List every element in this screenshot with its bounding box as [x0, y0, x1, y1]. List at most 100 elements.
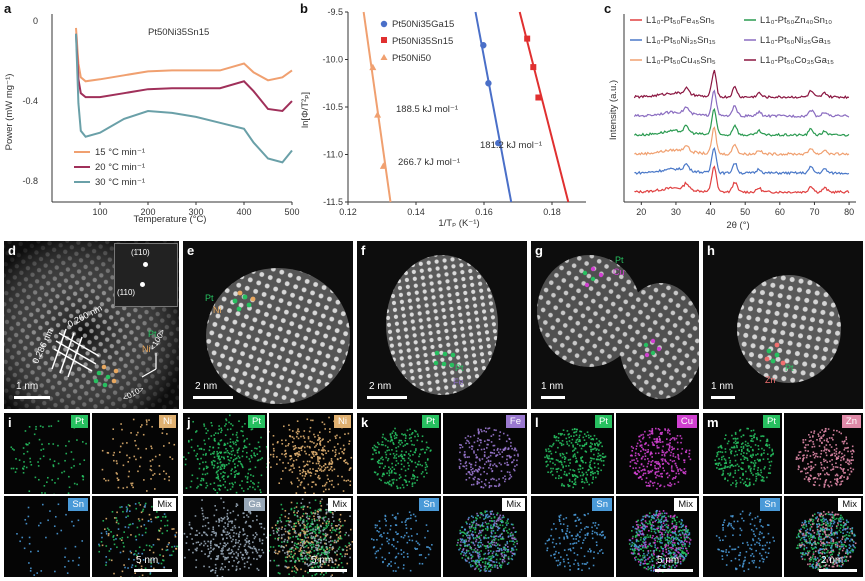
- panel-d-image: (1̄10) (110) d 0.260 nm 0.286 nm Pt Ni <…: [4, 241, 179, 409]
- panel-k-label: k: [361, 415, 369, 430]
- eds-m-scalebar: [819, 569, 857, 572]
- panel-m-label: m: [707, 415, 719, 430]
- eds-i-tile-mix: Mix 5 nm: [92, 496, 178, 577]
- eds-i-scalebar: [134, 569, 172, 572]
- b-xtick-label: 0.18: [543, 207, 561, 217]
- panel-e-label: e: [187, 243, 195, 258]
- c-xticks: 20 30 40 50 60 70 80: [636, 202, 854, 217]
- b-point: [485, 80, 492, 87]
- a-xticks: 100 200 300 400 500: [92, 202, 300, 217]
- b-ytick-label: -11.0: [323, 150, 343, 160]
- eds-l-scalebar: [655, 569, 693, 572]
- eds-k-tile-pt: Pt k: [357, 413, 441, 494]
- eds-k-tile-fe: Fe: [443, 413, 527, 494]
- eds-k-map-fe: [458, 427, 519, 489]
- f-scale-text: 2 nm: [369, 381, 392, 392]
- h-lattice: [737, 275, 841, 383]
- panel-g-image: g Pt Cu 1 nm: [531, 241, 699, 409]
- eds-m-tile-pt: Pt m: [703, 413, 782, 494]
- a-series-line-2: [75, 33, 293, 164]
- b-point: [530, 64, 537, 71]
- b-fit-line-0: [474, 11, 513, 203]
- eds-j-map-ni: [269, 416, 353, 494]
- panel-a-label: a: [4, 1, 12, 16]
- panel-d-label: d: [8, 243, 16, 258]
- eds-l-scale-text: 5 nm: [657, 555, 680, 566]
- eds-j-tile-ni: Ni: [269, 413, 353, 494]
- b-point: [535, 94, 542, 101]
- c-series-line-2: [634, 126, 850, 157]
- eds-l-badge-mix: Mix: [674, 498, 697, 511]
- eds-j-map-mix: [269, 498, 353, 577]
- a-axes: [51, 14, 292, 203]
- b-legend-1: Pt50Ni35Sn15: [392, 36, 453, 47]
- eds-i-map-sn: [16, 503, 84, 576]
- eds-i-tile-pt: Pt i: [4, 413, 90, 494]
- eds-i-map-pt: [10, 420, 87, 494]
- a-title: Pt50Ni35Sn15: [148, 27, 209, 38]
- b-ytick-label: -10.0: [322, 55, 343, 65]
- eds-m-tile-mix: Mix 2 nm: [784, 496, 863, 577]
- c-legend-4: L1₀-Pt₅₀Ni₃₅Ga₁₅: [760, 35, 831, 46]
- eds-l-badge-sn: Sn: [592, 498, 612, 511]
- panel-h-image: h Pt Zn 1 nm: [703, 241, 863, 409]
- eds-i-map-ni: [101, 418, 176, 492]
- eds-l-tile-mix: Mix 5 nm: [616, 496, 699, 577]
- b-xtick-label: 0.12: [339, 207, 357, 217]
- c-xtick-label: 20: [636, 207, 646, 217]
- c-xtick-label: 60: [775, 207, 785, 217]
- eds-k-badge-sn: Sn: [419, 498, 439, 511]
- eds-l-map-sn: [544, 512, 606, 571]
- eds-i-badge-ni: Ni: [159, 415, 176, 428]
- eds-j-map-ga: [183, 497, 267, 577]
- eds-k-map-sn: [370, 511, 433, 572]
- c-series-line-1: [634, 146, 850, 176]
- eds-j-tile-pt: Pt j: [183, 413, 267, 494]
- b-xtick-label: 0.16: [475, 207, 493, 217]
- eds-m-badge-mix: Mix: [838, 498, 861, 511]
- g-lattice: [537, 255, 699, 399]
- b-annot-1: 181.2 kJ mol⁻¹: [480, 140, 542, 151]
- h-el-zn: Zn: [765, 375, 776, 385]
- h-scale-text: 1 nm: [711, 381, 734, 392]
- eds-m-badge-sn: Sn: [760, 498, 780, 511]
- c-legend-2: L1₀-Pt₅₀Cu₄₅Sn₅: [646, 55, 716, 66]
- b-xtick-label: 0.14: [407, 207, 425, 217]
- eds-i-badge-mix: Mix: [153, 498, 176, 511]
- panel-f-label: f: [361, 243, 366, 258]
- eds-i-badge-pt: Pt: [71, 415, 88, 428]
- a-lines: [75, 27, 293, 164]
- eds-l-map-cu: [629, 427, 692, 490]
- eds-m-badge-zn: Zn: [841, 415, 861, 428]
- c-legend: L1₀-Pt₅₀Fe₄₅Sn₅ L1₀-Pt₅₀Ni₃₅Sn₁₅ L1₀-Pt₅…: [630, 15, 834, 66]
- eds-l-map-pt: [544, 428, 607, 489]
- panel-a-chart: a 0 -0.4 -0.8 Power (mW mg⁻¹) Temperatur…: [4, 1, 300, 225]
- b-ytick-label: -9.5: [327, 7, 343, 17]
- a-xtick-label: 300: [188, 207, 203, 217]
- a-series-line-0: [75, 27, 293, 83]
- eds-l-tile-cu: Cu: [616, 413, 699, 494]
- e-scalebar: [193, 396, 233, 399]
- d-fft-label-1: (1̄10): [131, 248, 150, 257]
- f-lattice: [386, 255, 498, 395]
- panel-c-chart: c Intensity (a.u.) 2θ (°) 20 30 40 50 60 70 80…: [604, 1, 856, 231]
- b-annot-0: 188.5 kJ mol⁻¹: [396, 104, 458, 115]
- a-ytick-0: 0: [33, 16, 38, 26]
- panel-h-label: h: [707, 243, 715, 258]
- c-legend-5: L1₀-Pt₅₀Co₃₅Ga₁₅: [760, 55, 834, 66]
- b-ytick-label: -10.5: [322, 102, 343, 112]
- d-scale-text: 1 nm: [16, 381, 39, 392]
- eds-m-scale-text: 2 nm: [821, 555, 844, 566]
- eds-k-map-pt: [370, 427, 432, 490]
- c-series-line-4: [633, 89, 850, 119]
- a-xtick-label: 100: [92, 207, 107, 217]
- eds-m-badge-pt: Pt: [763, 415, 780, 428]
- panel-b-label: b: [300, 1, 308, 16]
- b-point: [374, 111, 382, 118]
- a-xtick-label: 400: [236, 207, 251, 217]
- a-legend: 15 °C min⁻¹ 20 °C min⁻¹ 30 °C min⁻¹: [74, 147, 145, 188]
- b-xlabel: 1/Tₚ (K⁻¹): [438, 218, 479, 229]
- c-xlabel: 2θ (°): [726, 220, 749, 231]
- b-legend: Pt50Ni35Ga15 Pt50Ni35Sn15 Pt50Ni50: [380, 19, 454, 64]
- h-scalebar: [711, 396, 735, 399]
